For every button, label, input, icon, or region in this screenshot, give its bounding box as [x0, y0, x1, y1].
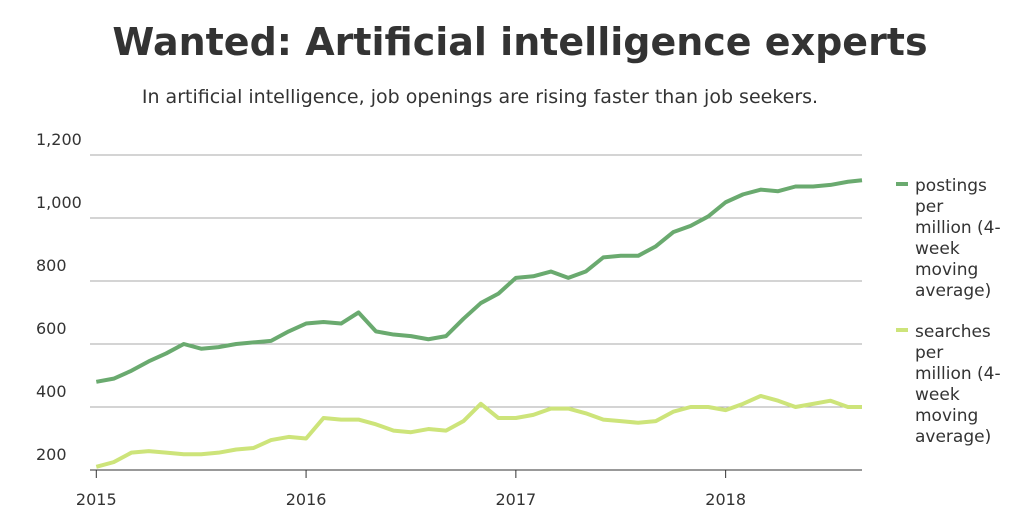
y-tick-label: 200	[36, 445, 67, 464]
chart-title: Wanted: Artificial intelligence experts	[112, 20, 927, 64]
x-tick-label: 2018	[705, 490, 746, 509]
legend-label: postings per million (4-week moving aver…	[915, 176, 1001, 301]
y-tick-label: 1,000	[36, 193, 82, 212]
series-line	[95, 393, 862, 469]
series-line	[95, 178, 863, 384]
legend-label: searches per million (4-week moving aver…	[915, 322, 1001, 447]
x-tick-label: 2015	[76, 490, 117, 509]
y-tick-label: 1,200	[36, 130, 82, 149]
x-tick-label: 2016	[286, 490, 327, 509]
y-tick-label: 400	[36, 382, 67, 401]
y-tick-label: 600	[36, 319, 67, 338]
x-tick-label: 2017	[495, 490, 536, 509]
chart-subtitle: In artificial intelligence, job openings…	[142, 86, 818, 108]
y-tick-label: 800	[36, 256, 67, 275]
